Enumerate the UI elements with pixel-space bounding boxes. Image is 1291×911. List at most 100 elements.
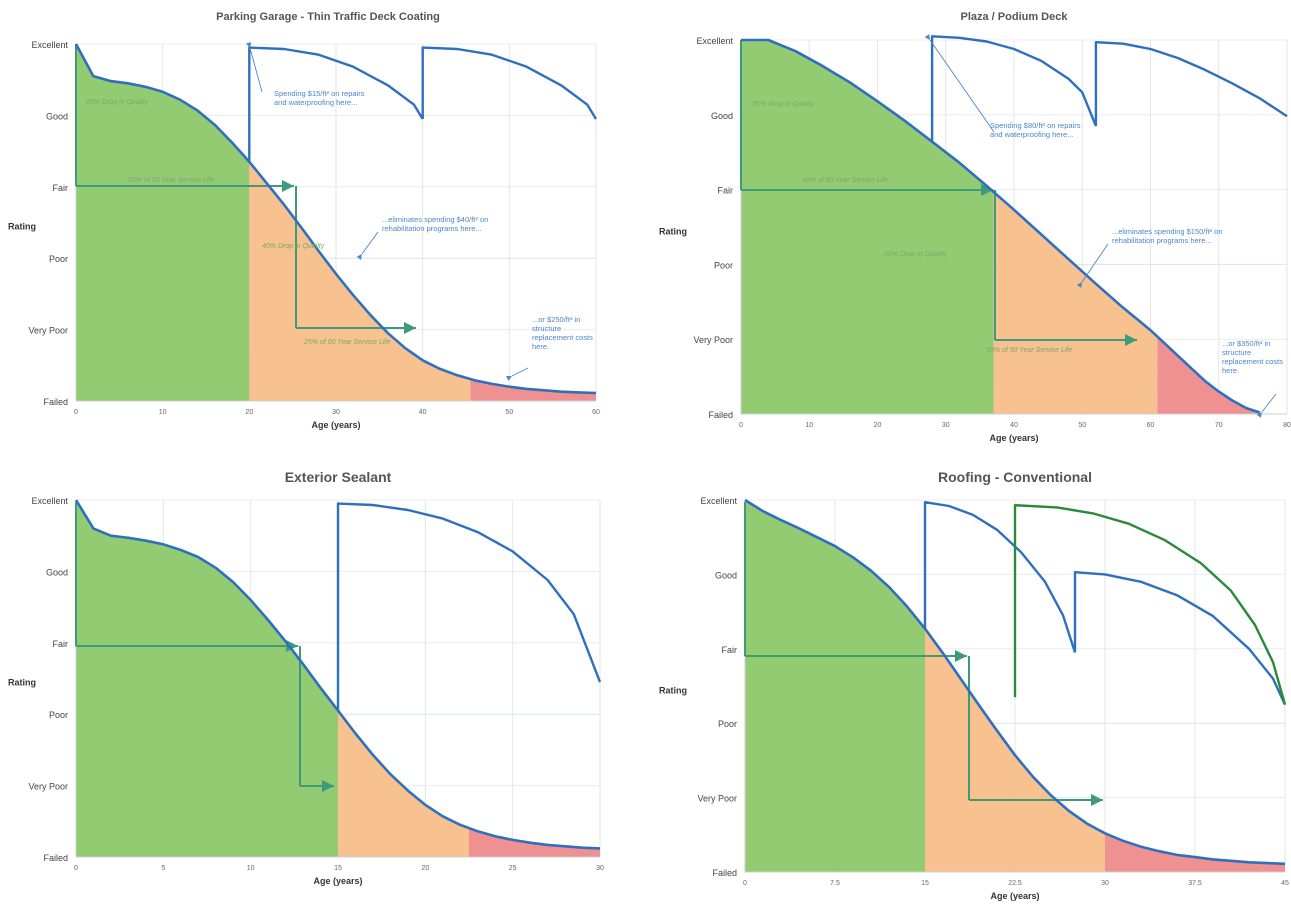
y-axis-label: Rating <box>8 678 36 688</box>
quality-zone-2 <box>1157 336 1260 414</box>
x-tick-label: 20 <box>874 422 882 429</box>
x-tick-label: 10 <box>805 422 813 429</box>
y-tick-label: Very Poor <box>28 782 68 792</box>
callout-arrow <box>924 34 995 133</box>
quality-zone-1 <box>338 710 469 857</box>
y-tick-label: Failed <box>43 853 68 863</box>
quality-zone-2 <box>469 828 600 857</box>
x-tick-label: 40 <box>419 409 427 416</box>
x-tick-label: 50 <box>1078 422 1086 429</box>
quality-zone-0 <box>76 500 338 857</box>
chart-svg-roofing-conventional: Roofing - Conventional Failed Very Poor Poo… <box>659 43 1289 901</box>
series-line-1 <box>248 46 424 162</box>
x-tick-label: 30 <box>596 865 604 872</box>
y-tick-label: Poor <box>718 719 737 729</box>
green-annotation: 40% Drop in Quality <box>884 251 947 258</box>
series-line-2 <box>421 46 598 120</box>
y-tick-label: Fair <box>53 639 69 649</box>
chart-title: Plaza / Podium Deck <box>961 11 1069 23</box>
x-tick-label: 30 <box>1101 880 1109 887</box>
chart-parking-garage: Parking Garage - Thin Traffic Deck Coati… <box>0 0 640 450</box>
y-tick-label: Poor <box>49 710 68 720</box>
green-annotation: 46% of 80 Year Service Life <box>802 177 888 184</box>
y-tick-label: Good <box>46 111 68 121</box>
quality-zone-0 <box>741 40 994 414</box>
x-tick-label: 0 <box>739 422 743 429</box>
y-tick-label: Excellent <box>696 36 733 46</box>
y-tick-label: Failed <box>708 410 733 420</box>
y-tick-label: Excellent <box>700 496 737 506</box>
series-line-2 <box>1073 571 1287 706</box>
x-tick-label: 0 <box>74 409 78 416</box>
x-tick-label: 30 <box>942 422 950 429</box>
y-tick-label: Very Poor <box>693 335 733 345</box>
y-tick-label: Good <box>715 570 737 580</box>
chart-title: Parking Garage - Thin Traffic Deck Coati… <box>216 11 440 23</box>
series-line-0 <box>744 498 1286 866</box>
series-line-1 <box>336 502 602 711</box>
quality-zone-0 <box>76 44 250 401</box>
x-tick-label: 40 <box>1010 422 1018 429</box>
y-tick-label: Failed <box>712 868 737 878</box>
callout-annotation: ...or $250/ft² in structure replacement co… <box>532 315 593 351</box>
quality-zone-0 <box>745 500 925 872</box>
x-tick-label: 60 <box>1147 422 1155 429</box>
callout-arrow <box>1076 243 1109 288</box>
series-line-1 <box>923 501 1077 653</box>
quality-zone-1 <box>993 191 1158 414</box>
x-axis-label: Age (years) <box>990 891 1039 901</box>
y-tick-label: Good <box>46 567 68 577</box>
y-tick-label: Excellent <box>31 40 68 50</box>
chart-exterior-sealant: Exterior Sealant Failed Very Poor Poor Fair G… <box>0 38 640 906</box>
chart-svg-exterior-sealant: Exterior Sealant Failed Very Poor Poor Fair G… <box>8 38 604 886</box>
y-tick-label: Fair <box>53 183 69 193</box>
y-axis-label: Rating <box>659 226 687 236</box>
x-tick-label: 22.5 <box>1008 880 1022 887</box>
green-annotation: 30% of 50 Year Service Life <box>986 347 1072 354</box>
chart-svg-plaza-podium: Plaza / Podium Deck Failed Very Poor Poor Fa… <box>659 11 1291 443</box>
x-tick-label: 0 <box>743 880 747 887</box>
y-axis-label: Rating <box>8 222 36 232</box>
series-line-0 <box>74 43 597 395</box>
green-annotation: 25% Drop in Quality <box>85 99 149 106</box>
quality-zone-1 <box>925 628 1105 872</box>
y-tick-label: Failed <box>43 397 68 407</box>
series-line-3 <box>1013 504 1287 705</box>
x-tick-label: 15 <box>921 880 929 887</box>
y-tick-label: Fair <box>718 186 734 196</box>
green-annotation: 25% Drop in Quality <box>751 101 815 108</box>
x-tick-label: 70 <box>1215 422 1223 429</box>
x-axis-label: Age (years) <box>989 433 1038 443</box>
y-axis-label: Rating <box>659 685 687 695</box>
x-tick-label: 20 <box>245 409 253 416</box>
x-tick-label: 0 <box>74 865 78 872</box>
series-line-1 <box>930 35 1098 142</box>
x-tick-label: 5 <box>161 865 165 872</box>
series-line-0 <box>741 38 1261 414</box>
quality-zone-1 <box>249 161 471 401</box>
x-tick-label: 25 <box>509 865 517 872</box>
callout-annotation: Spending $15/ft² on repairs and waterproo… <box>274 89 365 107</box>
x-tick-label: 37.5 <box>1188 880 1202 887</box>
y-tick-label: Very Poor <box>28 326 68 336</box>
x-tick-label: 30 <box>332 409 340 416</box>
chart-plaza-podium: Plaza / Podium Deck Failed Very Poor Poor Fa… <box>651 0 1291 450</box>
callout-annotation: ...or $350/ft² in structure replacement co… <box>1222 339 1283 375</box>
x-axis-label: Age (years) <box>311 420 360 430</box>
y-tick-label: Poor <box>714 260 733 270</box>
x-tick-label: 7.5 <box>830 880 840 887</box>
callout-annotation: Spending $80/ft² on repairs and waterproo… <box>990 121 1081 139</box>
green-annotation: 40% Drop in Quality <box>262 243 325 250</box>
y-tick-label: Poor <box>49 254 68 264</box>
y-tick-label: Very Poor <box>697 794 737 804</box>
chart-title: Roofing - Conventional <box>938 469 1092 485</box>
chart-roofing-conventional: Roofing - Conventional Failed Very Poor Poo… <box>651 43 1291 906</box>
y-tick-label: Fair <box>722 645 738 655</box>
x-tick-label: 10 <box>159 409 167 416</box>
x-tick-label: 80 <box>1283 422 1291 429</box>
green-annotation: 25% of 60 Year Service Life <box>303 339 390 346</box>
callout-annotation: ...eliminates spending $40/ft² on rehabil… <box>382 215 488 233</box>
x-tick-label: 50 <box>505 409 513 416</box>
callout-arrow <box>505 367 529 381</box>
